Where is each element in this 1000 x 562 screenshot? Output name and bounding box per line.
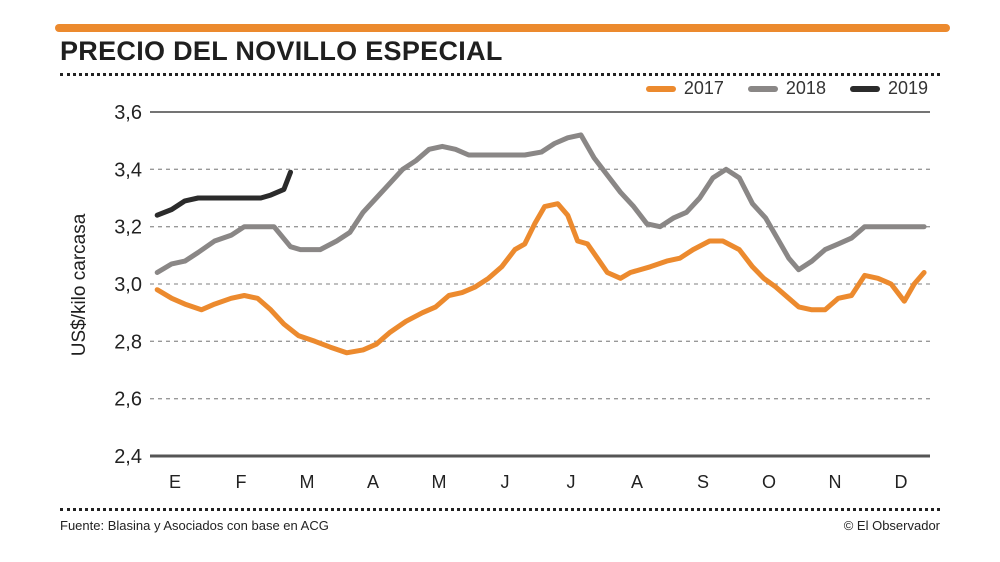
x-tick-label: A	[367, 472, 379, 492]
chart-title: PRECIO DEL NOVILLO ESPECIAL	[60, 36, 503, 66]
x-tick-label: A	[631, 472, 643, 492]
y-tick-label: 3,6	[114, 102, 142, 124]
x-tick-label: D	[895, 472, 908, 492]
y-tick-label: 3,2	[114, 217, 142, 239]
x-tick-label: O	[762, 472, 776, 492]
legend-item-2017: 2017	[645, 78, 724, 99]
x-tick-label: S	[697, 472, 709, 492]
series-line-2017	[154, 201, 927, 356]
title-divider	[60, 73, 940, 76]
legend: 2017 2018 2019	[645, 78, 928, 99]
series-line-2019	[154, 169, 293, 218]
y-tick-label: 3,4	[114, 159, 142, 181]
y-tick-label: 2,4	[114, 446, 142, 468]
credit-note: © El Observador	[843, 518, 940, 533]
y-tick-label: 2,6	[114, 389, 142, 411]
footer-divider	[60, 508, 940, 511]
x-tick-label: F	[236, 472, 247, 492]
x-tick-label: N	[829, 472, 842, 492]
source-note: Fuente: Blasina y Asociados con base en …	[60, 518, 329, 533]
x-tick-label: M	[432, 472, 447, 492]
legend-label-2017: 2017	[683, 78, 724, 98]
y-tick-label: 3,0	[114, 274, 142, 296]
series-line-2018	[154, 132, 927, 275]
legend-swatch-2017	[645, 85, 676, 92]
x-tick-label: J	[567, 472, 576, 492]
legend-swatch-2019	[849, 85, 880, 92]
legend-swatch-2018	[747, 85, 778, 92]
x-tick-label: M	[300, 472, 315, 492]
legend-item-2019: 2019	[849, 78, 928, 99]
x-tick-label: J	[501, 472, 510, 492]
accent-top-bar	[55, 24, 950, 32]
x-tick-label: E	[169, 472, 181, 492]
legend-item-2018: 2018	[747, 78, 826, 99]
legend-label-2019: 2019	[887, 78, 928, 98]
y-tick-label: 2,8	[114, 331, 142, 353]
legend-label-2018: 2018	[785, 78, 826, 98]
